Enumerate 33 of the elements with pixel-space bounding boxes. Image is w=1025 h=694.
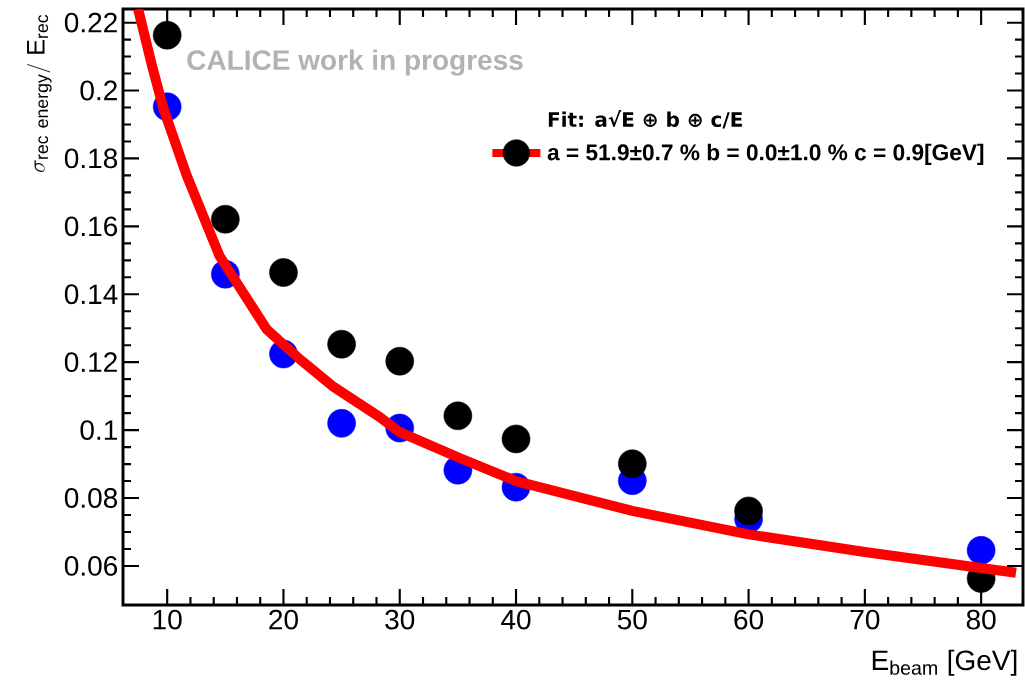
x-tick-label: 10	[153, 609, 182, 630]
y-tick-label: 0.1	[80, 420, 117, 441]
x-tick-label: 30	[385, 609, 415, 630]
point	[327, 329, 356, 359]
y-axis-title: $\sigma_{\mathrm{rec\ energy}}/\ \mathrm{E}_{\mathrm{rec}}$	[27, 14, 52, 173]
x-tick-label: 60	[734, 609, 764, 630]
y-tick-label: 0.14	[64, 284, 118, 305]
y-tick-label: 0.12	[64, 352, 117, 373]
point	[443, 401, 473, 431]
point	[211, 204, 240, 234]
point	[327, 409, 356, 438]
annotation: CALICE work in progress	[187, 49, 523, 76]
y-tick-label: 0.18	[64, 148, 118, 169]
x-tick-label: 80	[966, 609, 996, 630]
x-tick-label: 20	[269, 609, 298, 630]
x-tick-label: 40	[501, 609, 531, 630]
point	[152, 20, 182, 50]
point	[501, 424, 531, 454]
y-tick-label: 0.06	[64, 556, 118, 576]
y-tick-label: 0.16	[64, 216, 118, 237]
y-tick-label: 0.2	[80, 80, 117, 101]
legend-label: a = 51.9±0.7 % b = 0.0±1.0 % c = 0.9[GeV]	[547, 143, 984, 165]
y-tick-label: 0.22	[64, 12, 117, 33]
point	[618, 449, 647, 478]
point	[966, 536, 996, 565]
point	[269, 258, 298, 287]
y-tick-label: 0.08	[64, 488, 118, 508]
x-tick-label: 50	[617, 609, 647, 630]
point	[734, 496, 763, 526]
legend-title: Fit: a√E ⊕ b ⊕ c/E	[548, 109, 742, 129]
x-axis-title: E$_{beam}$ [GeV]	[872, 649, 1017, 676]
point	[385, 346, 415, 376]
x-tick-label: 70	[850, 609, 880, 630]
